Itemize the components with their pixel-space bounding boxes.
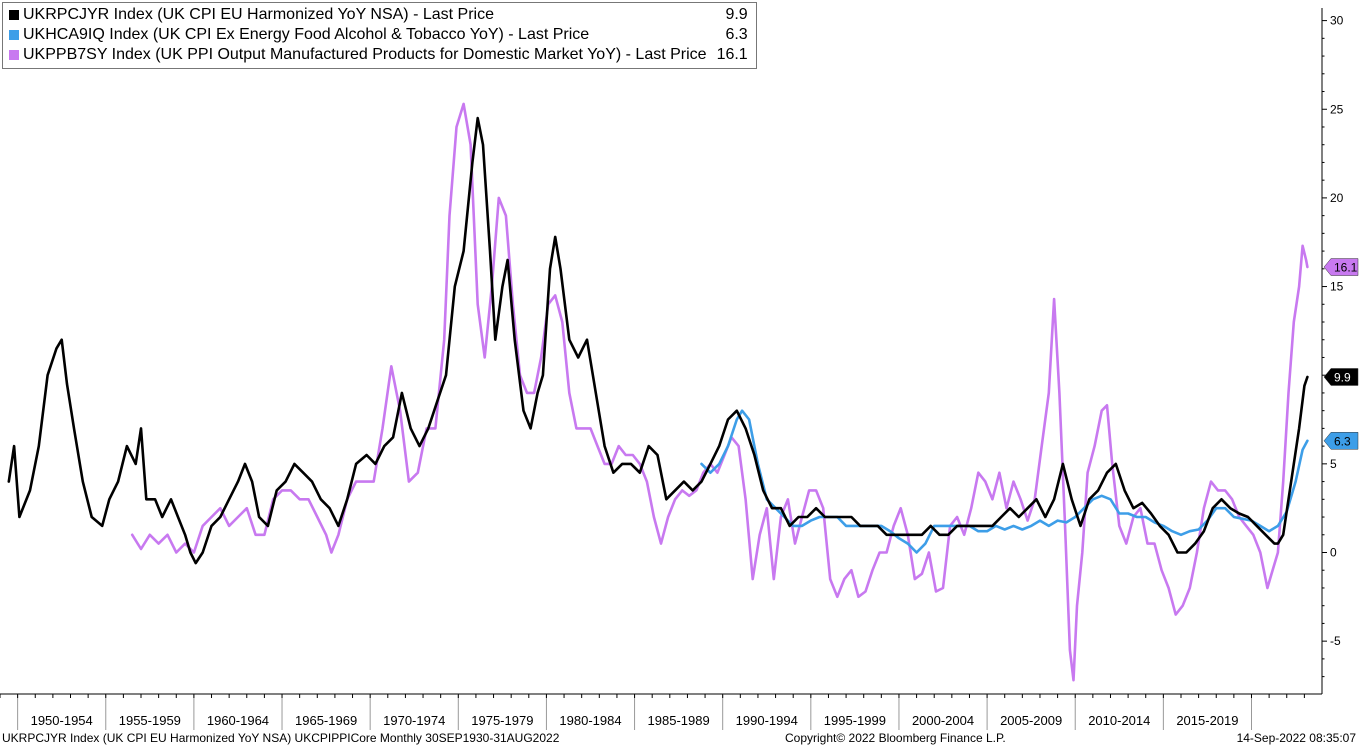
last-value-badges: 9.9 6.3 16.1 — [1323, 258, 1359, 450]
x-tick-label: 2000-2004 — [912, 713, 974, 728]
legend-label-core-cpi: UKHCA9IQ Index (UK CPI Ex Energy Food Al… — [23, 26, 590, 43]
legend-label-ppi: UKPPB7SY Index (UK PPI Output Manufactur… — [23, 46, 707, 63]
y-tick-label: 25 — [1330, 102, 1344, 116]
footer-source: UKRPCJYR Index (UK CPI EU Harmonized YoY… — [2, 731, 560, 745]
footer-copyright: Copyright© 2022 Bloomberg Finance L.P. — [785, 731, 1006, 745]
x-tick-label: 1995-1999 — [824, 713, 886, 728]
axes: -50510152025301950-19541955-19591960-196… — [0, 8, 1344, 730]
x-tick-label: 1960-1964 — [207, 713, 269, 728]
y-tick-label: 5 — [1330, 457, 1337, 471]
last-value-badge-2 — [1323, 258, 1359, 276]
legend-value-core-cpi: 6.3 — [725, 26, 748, 43]
legend-entry-core-cpi: UKHCA9IQ Index (UK CPI Ex Energy Food Al… — [9, 25, 748, 45]
x-tick-label: 2015-2019 — [1176, 713, 1238, 728]
legend-value-cpi: 9.9 — [725, 6, 748, 23]
last-value-badge-1 — [1323, 432, 1359, 450]
y-tick-label: 20 — [1330, 191, 1344, 205]
footer-timestamp: 14-Sep-2022 08:35:07 — [1236, 731, 1356, 745]
legend-entry-ppi: UKPPB7SY Index (UK PPI Output Manufactur… — [9, 45, 748, 65]
x-tick-label: 1985-1989 — [648, 713, 710, 728]
y-tick-label: -5 — [1330, 634, 1341, 648]
legend-label-cpi: UKRPCJYR Index (UK CPI EU Harmonized YoY… — [23, 6, 494, 23]
y-tick-label: 0 — [1330, 546, 1337, 560]
x-tick-label: 1990-1994 — [736, 713, 798, 728]
legend: UKRPCJYR Index (UK CPI EU Harmonized YoY… — [2, 2, 757, 69]
legend-swatch-cpi — [9, 10, 19, 20]
x-tick-label: 1950-1954 — [31, 713, 93, 728]
legend-swatch-ppi — [9, 50, 19, 60]
y-tick-label: 30 — [1330, 14, 1344, 28]
last-value-label-0: 9.9 — [1334, 370, 1351, 384]
last-value-label-1: 6.3 — [1334, 434, 1351, 448]
series-layer — [7, 102, 1309, 682]
x-tick-label: 1955-1959 — [119, 713, 181, 728]
last-value-badge-0 — [1323, 368, 1359, 386]
legend-value-ppi: 16.1 — [716, 46, 748, 63]
y-tick-label: 15 — [1330, 280, 1344, 294]
x-tick-label: 1965-1969 — [295, 713, 357, 728]
x-tick-label: 1975-1979 — [471, 713, 533, 728]
series-line-0 — [7, 116, 1309, 565]
x-tick-label: 1980-1984 — [559, 713, 621, 728]
series-line-2 — [130, 102, 1309, 682]
legend-swatch-core-cpi — [9, 30, 19, 40]
x-tick-label: 1970-1974 — [383, 713, 445, 728]
x-tick-label: 2005-2009 — [1000, 713, 1062, 728]
legend-entry-cpi: UKRPCJYR Index (UK CPI EU Harmonized YoY… — [9, 5, 748, 25]
x-tick-label: 2010-2014 — [1088, 713, 1150, 728]
last-value-label-2: 16.1 — [1334, 261, 1358, 275]
